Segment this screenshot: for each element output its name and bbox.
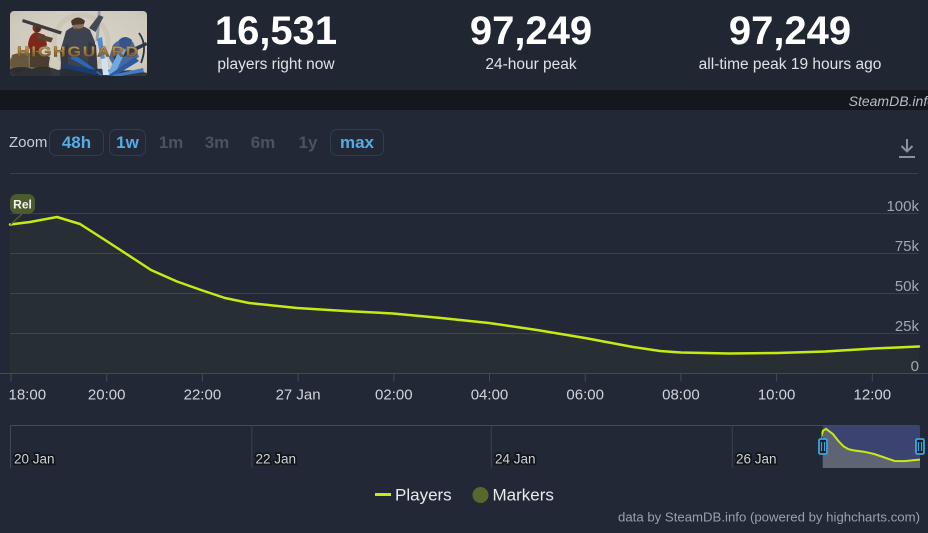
svg-text:02:00: 02:00 [375,387,413,404]
svg-text:10:00: 10:00 [758,387,796,404]
svg-text:100k: 100k [886,198,919,215]
svg-text:04:00: 04:00 [471,387,509,404]
svg-text:20 Jan: 20 Jan [14,452,55,467]
svg-text:06:00: 06:00 [566,387,604,404]
svg-text:20:00: 20:00 [88,387,126,404]
svg-text:26 Jan: 26 Jan [736,452,777,467]
svg-text:Markers: Markers [493,486,554,505]
svg-text:22:00: 22:00 [184,387,222,404]
svg-text:75k: 75k [895,238,920,255]
svg-text:50k: 50k [895,278,920,295]
svg-text:Rel: Rel [13,198,32,212]
svg-text:27 Jan: 27 Jan [276,387,321,404]
svg-text:data by SteamDB.info (powered: data by SteamDB.info (powered by highcha… [618,510,920,525]
svg-text:25k: 25k [895,318,920,335]
svg-text:12:00: 12:00 [854,387,892,404]
svg-text:0: 0 [911,358,919,375]
svg-text:24 Jan: 24 Jan [495,452,536,467]
svg-text:18:00: 18:00 [9,387,47,404]
svg-text:22 Jan: 22 Jan [256,452,297,467]
svg-text:08:00: 08:00 [662,387,700,404]
svg-text:HIGHGUARD: HIGHGUARD [17,45,140,61]
svg-text:Players: Players [395,486,452,505]
